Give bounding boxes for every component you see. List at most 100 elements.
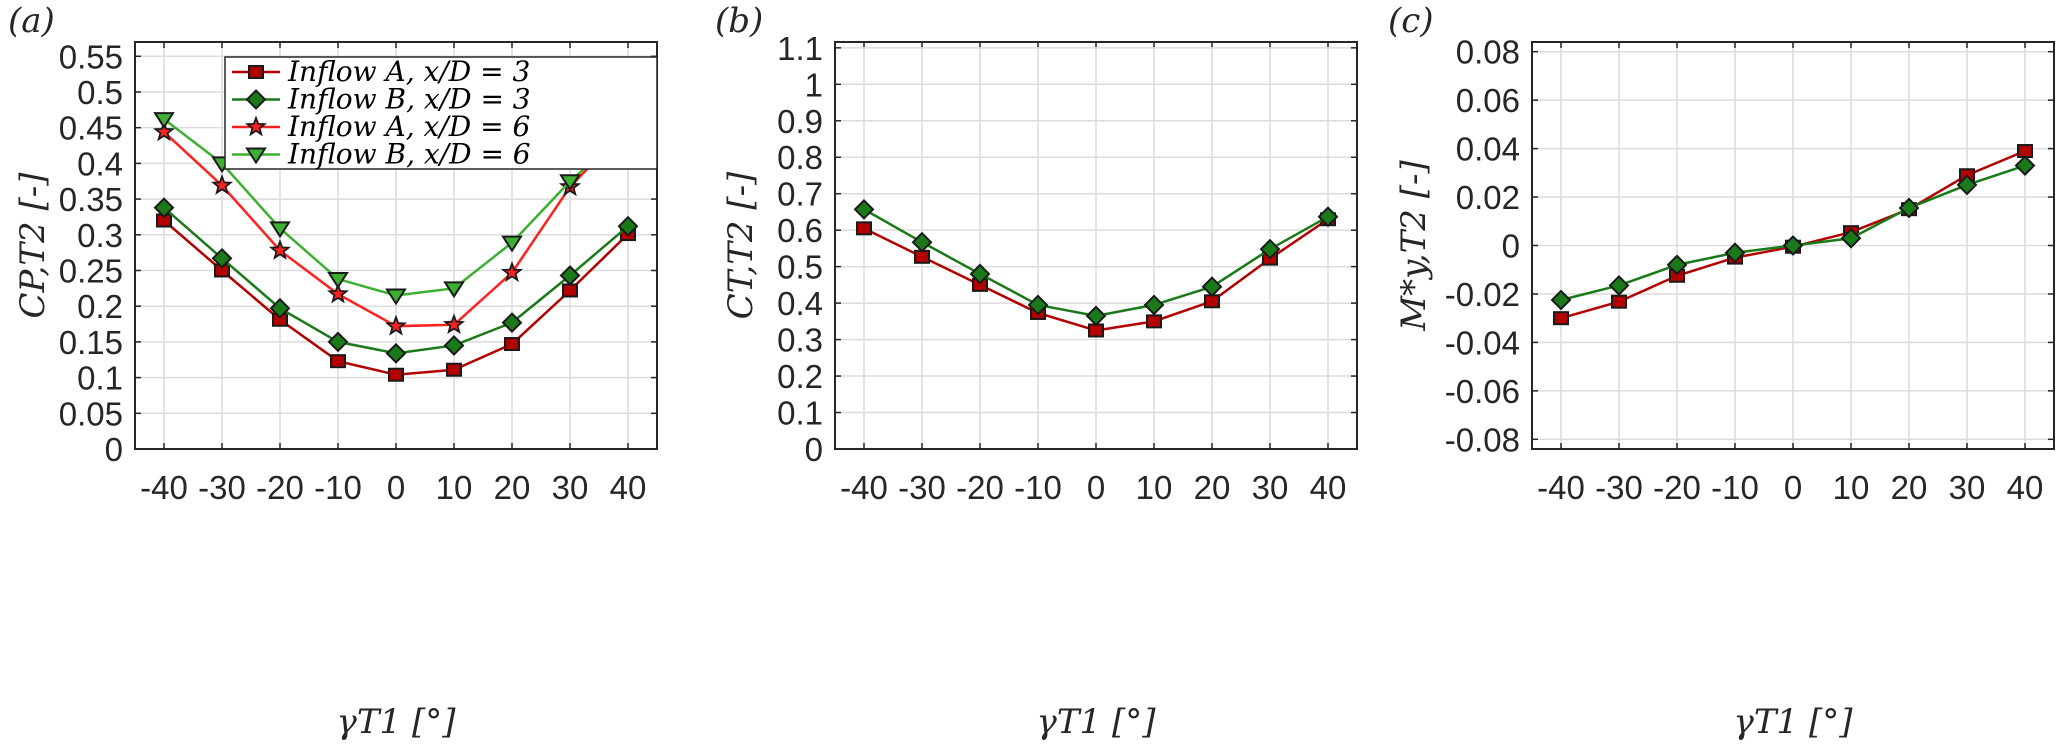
x-tick-label: -30 [1595, 469, 1643, 506]
marker-diamond [1259, 238, 1281, 260]
x-tick-label: 10 [1136, 469, 1173, 506]
y-tick-label: 0.2 [77, 288, 123, 325]
x-tick-label: -40 [140, 469, 188, 506]
series-1 [853, 198, 1339, 327]
x-tick-label: 10 [1833, 469, 1870, 506]
axes-box [1531, 41, 2055, 450]
y-tick-label: 0.3 [777, 322, 823, 359]
y-tick-label: 0.1 [77, 360, 123, 397]
y-tick-label: 0.2 [777, 358, 823, 395]
marker-diamond [245, 89, 267, 110]
panel-b: -40 -30 -20 -10 0 10 20 30 4000.10.20.30.40.50.6… [715, 1, 1358, 742]
marker-square [504, 337, 520, 352]
series-1 [153, 197, 639, 364]
axes-box [834, 41, 1358, 450]
marker-diamond [1666, 254, 1688, 276]
x-tick-label: -20 [956, 469, 1004, 506]
legend-entry: Inflow A, x/D = 6 [287, 110, 530, 143]
marker-triangle [443, 281, 465, 299]
marker-diamond [969, 263, 991, 285]
marker-diamond [211, 247, 233, 269]
x-axis-label: γT1 [°] [1734, 702, 1854, 742]
x-tick-label: 0 [1784, 469, 1802, 506]
y-tick-label: 0.05 [59, 395, 123, 432]
y-tick-label: 0.7 [777, 176, 823, 213]
marker-diamond [1840, 227, 1862, 249]
marker-diamond [1085, 305, 1107, 327]
axes-box [134, 41, 658, 450]
y-axis-label: M*y,T2 [-] [1394, 160, 1434, 332]
y-axis-label: CP,T2 [-] [13, 172, 53, 319]
marker-diamond [1898, 197, 1920, 219]
x-tick-label: 0 [387, 469, 405, 506]
panel-label: (a) [8, 1, 55, 41]
x-tick-label: 40 [2007, 469, 2044, 506]
x-tick-label: -30 [898, 469, 946, 506]
legend-box [224, 56, 658, 170]
x-tick-label: -10 [314, 469, 362, 506]
marker-diamond [1956, 174, 1978, 196]
x-tick-label: -20 [1653, 469, 1701, 506]
x-tick-label: 20 [1194, 469, 1231, 506]
panel-c: -40 -30 -20 -10 0 10 20 30 40 -0.08 -0.06 -0.04 -0.0… [1388, 1, 2055, 742]
y-tick-label: 0 [105, 431, 123, 468]
legend-entry: Inflow B, x/D = 6 [287, 138, 531, 171]
y-tick-label: 0.4 [777, 285, 823, 322]
x-tick-label: -20 [256, 469, 304, 506]
marker-diamond [911, 231, 933, 253]
marker-star [268, 238, 292, 260]
marker-star [384, 314, 408, 336]
marker-square [248, 65, 264, 79]
y-tick-label: 1.1 [777, 30, 823, 67]
marker-diamond [443, 335, 465, 356]
marker-diamond [1724, 242, 1746, 264]
marker-diamond [2014, 155, 2036, 176]
x-tick-label: -40 [1537, 469, 1585, 506]
x-tick-label: -10 [1711, 469, 1759, 506]
marker-star [500, 260, 524, 282]
marker-diamond [269, 297, 291, 319]
marker-square [1146, 314, 1162, 329]
y-tick-label: 0.04 [1456, 131, 1520, 168]
y-tick-label: 0 [805, 431, 823, 468]
marker-square [1553, 311, 1569, 326]
marker-diamond [1027, 294, 1049, 316]
x-tick-label: 40 [610, 469, 647, 506]
marker-square [446, 362, 462, 377]
marker-triangle [327, 272, 349, 289]
y-tick-label: -0.04 [1445, 324, 1520, 361]
y-tick-label: -0.06 [1445, 373, 1520, 410]
legend-entry: Inflow A, x/D = 3 [287, 55, 530, 88]
y-tick-label: 0.9 [777, 103, 823, 140]
marker-triangle [245, 147, 267, 165]
marker-star [326, 282, 350, 304]
marker-diamond [1201, 276, 1223, 298]
marker-diamond [1143, 294, 1165, 316]
marker-star [210, 173, 234, 195]
x-tick-label: 40 [1310, 469, 1347, 506]
x-tick-label: -40 [840, 469, 888, 506]
y-tick-label: 0.45 [59, 110, 123, 147]
y-tick-label: 0.08 [1456, 34, 1520, 71]
y-tick-label: 0.55 [59, 38, 123, 75]
x-tick-label: -30 [198, 469, 246, 506]
x-tick-label: 20 [494, 469, 531, 506]
y-axis-label: CT,T2 [-] [721, 171, 761, 319]
marker-diamond [1550, 289, 1572, 311]
series-1 [1550, 155, 2036, 311]
y-tick-label: 0.25 [59, 252, 123, 289]
marker-square [856, 221, 872, 236]
x-tick-label: -10 [1014, 469, 1062, 506]
series-0 [156, 213, 636, 382]
marker-triangle [153, 112, 175, 129]
x-tick-label: 0 [1087, 469, 1105, 506]
y-tick-label: 0.02 [1456, 179, 1520, 216]
y-tick-label: 0.4 [77, 145, 123, 182]
marker-diamond [559, 265, 581, 286]
marker-triangle [501, 235, 523, 253]
x-tick-label: 30 [552, 469, 589, 506]
panel-a: -40 -30 -20 -10 0 10 20 30 4000.050.10.150.20.25… [8, 1, 658, 742]
marker-triangle [385, 288, 407, 306]
